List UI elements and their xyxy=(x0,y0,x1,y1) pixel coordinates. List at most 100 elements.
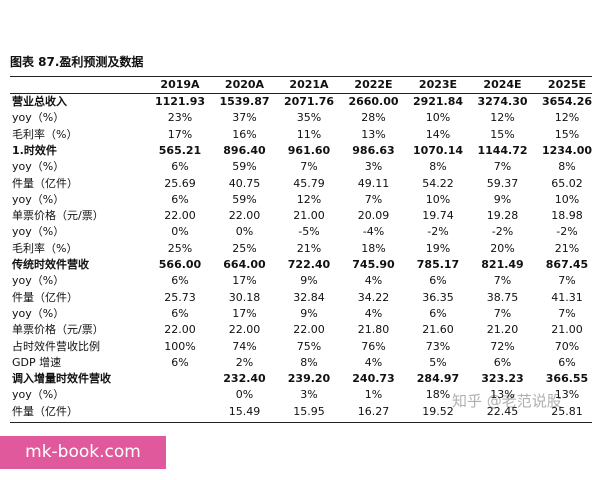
column-header: 2020A xyxy=(224,78,265,91)
row-label: 毛利率（%） xyxy=(12,241,78,255)
cell: 20% xyxy=(490,241,515,255)
cell: 25% xyxy=(232,241,257,255)
row-label: yoy（%） xyxy=(12,306,65,320)
column-header: 2023E xyxy=(418,78,458,91)
cell: 59.37 xyxy=(486,176,519,190)
cell: 722.40 xyxy=(287,258,331,271)
row-label: 单票价格（元/票） xyxy=(12,323,104,337)
row-label: yoy（%） xyxy=(12,225,65,239)
row-label: 调入增量时效件营收 xyxy=(12,372,111,386)
cell: 6% xyxy=(171,192,189,206)
row-label: yoy（%） xyxy=(12,192,65,206)
cell: 821.49 xyxy=(481,258,524,271)
cell: 17% xyxy=(232,306,257,320)
cell: 7% xyxy=(493,274,512,288)
cell: 13% xyxy=(554,388,580,402)
cell: 10% xyxy=(425,192,451,206)
cell: 1121.93 xyxy=(154,95,206,108)
cell: 15.49 xyxy=(228,404,261,418)
cell: 22.00 xyxy=(228,323,261,337)
cell: 1% xyxy=(364,388,383,402)
cell: 54.22 xyxy=(422,176,454,190)
cell: 8% xyxy=(429,160,447,174)
cell: 6% xyxy=(171,274,189,288)
cell: 22.00 xyxy=(164,323,196,337)
cell: 15% xyxy=(490,127,515,141)
cell: 6% xyxy=(171,306,189,320)
cell: 74% xyxy=(232,339,257,353)
cell: 21% xyxy=(554,241,580,255)
cell: 2% xyxy=(235,355,254,369)
cell: 13% xyxy=(361,127,386,141)
cell: 0% xyxy=(171,225,189,239)
row-label: 单票价格（元/票） xyxy=(12,209,104,223)
cell: 7% xyxy=(300,160,318,174)
cell: 25% xyxy=(167,241,193,255)
cell: 10% xyxy=(425,111,451,125)
cell: 566.00 xyxy=(158,258,202,271)
cell: 1144.72 xyxy=(477,143,528,157)
cell: 7% xyxy=(558,306,576,320)
rule xyxy=(10,422,592,423)
cell: -2% xyxy=(491,225,514,239)
cell: 20.09 xyxy=(357,209,390,223)
cell: 867.45 xyxy=(545,258,589,271)
cell: 3654.26 xyxy=(541,95,593,108)
column-header: 2021A xyxy=(289,78,329,91)
row-label: GDP 增速 xyxy=(12,355,62,369)
cell: 22.00 xyxy=(164,209,196,223)
cell: 7% xyxy=(364,192,383,206)
cell: 25.73 xyxy=(164,290,196,304)
cell: 32.84 xyxy=(293,290,325,304)
row-label: yoy（%） xyxy=(12,388,65,402)
cell: -2% xyxy=(427,225,449,239)
cell: 7% xyxy=(493,306,512,320)
cell: 986.63 xyxy=(352,143,395,157)
cell: 240.73 xyxy=(352,372,395,386)
cell: 19.52 xyxy=(422,404,454,418)
cell: 14% xyxy=(425,127,451,141)
cell: 100% xyxy=(164,339,196,353)
cell: 232.40 xyxy=(223,372,266,386)
row-label: yoy（%） xyxy=(12,160,65,174)
cell: 21.60 xyxy=(422,323,454,337)
cell: 17% xyxy=(167,127,193,141)
cell: 3274.30 xyxy=(477,95,528,108)
cell: 16% xyxy=(232,127,257,141)
cell: 239.20 xyxy=(287,372,331,386)
cell: 3% xyxy=(300,388,318,402)
cell: 45.79 xyxy=(293,176,325,190)
cell: 12% xyxy=(554,111,580,125)
column-header: 2025E xyxy=(547,78,587,91)
cell: 18.98 xyxy=(551,209,583,223)
cell: 28% xyxy=(361,111,386,125)
cell: 2071.76 xyxy=(283,95,335,108)
cell: 4% xyxy=(364,274,383,288)
cell: 40.75 xyxy=(228,176,261,190)
cell: 21% xyxy=(296,241,322,255)
cell: 13% xyxy=(490,388,515,402)
cell: -2% xyxy=(556,225,578,239)
cell: 12% xyxy=(490,111,515,125)
column-header: 2024E xyxy=(483,78,522,91)
cell: 664.00 xyxy=(223,258,266,271)
cell: 961.60 xyxy=(287,143,331,157)
cell: 12% xyxy=(296,192,322,206)
cell: 34.22 xyxy=(357,290,390,304)
cell: 21.20 xyxy=(486,323,519,337)
cell: 15% xyxy=(554,127,580,141)
row-label: 件量（亿件） xyxy=(12,176,78,190)
cell: 785.17 xyxy=(416,258,460,271)
cell: 745.90 xyxy=(352,258,395,271)
cell: 2921.84 xyxy=(412,95,464,108)
cell: 25.69 xyxy=(164,176,196,190)
cell: 6% xyxy=(429,274,447,288)
cell: 76% xyxy=(361,339,386,353)
cell: 6% xyxy=(171,160,189,174)
cell: 565.21 xyxy=(158,143,202,157)
cell: 11% xyxy=(296,127,322,141)
cell: 37% xyxy=(232,111,257,125)
row-label: 传统时效件营收 xyxy=(12,258,89,271)
cell: 896.40 xyxy=(223,143,266,157)
cell: 16.27 xyxy=(357,404,390,418)
